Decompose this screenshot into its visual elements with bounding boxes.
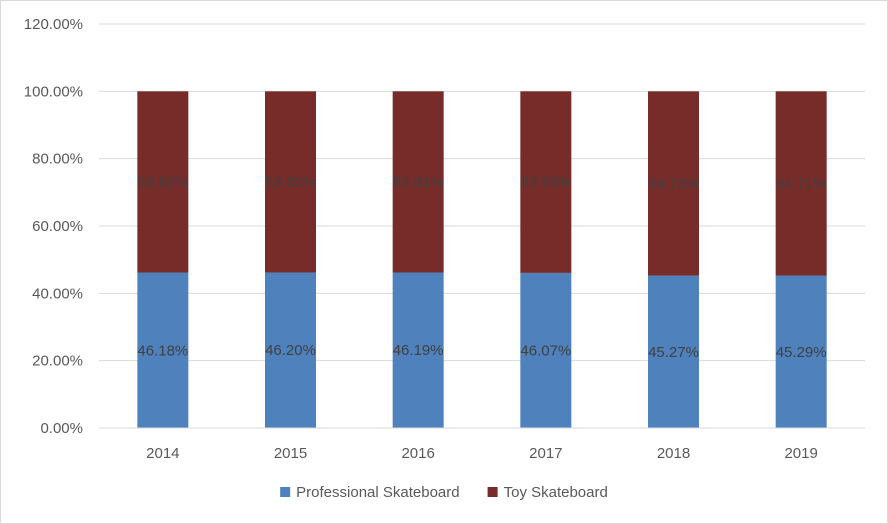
data-labels: 46.18% 53.82% 46.20% 53.80% 46.19% 53.81% 46.0… [137, 174, 826, 361]
bar-segment-professional [520, 272, 572, 428]
bar-segment-professional [775, 275, 827, 428]
y-tick-label: 120.00% [24, 16, 83, 33]
x-tick-label: 2019 [784, 445, 817, 462]
data-label: 53.93% [520, 174, 571, 191]
y-tick-label: 80.00% [32, 151, 83, 168]
legend-swatch [280, 487, 291, 497]
data-label: 46.20% [265, 342, 316, 359]
bar-segment-toy [775, 91, 827, 276]
data-label: 46.07% [520, 342, 571, 359]
x-tick-label: 2014 [146, 445, 179, 462]
data-label: 45.29% [776, 344, 827, 361]
x-tick-label: 2015 [274, 445, 307, 462]
data-label: 53.81% [393, 174, 444, 191]
bar-segment-toy [648, 91, 699, 276]
legend-item-professional: Professional Skateboard [280, 484, 460, 501]
x-tick-label: 2016 [401, 445, 434, 462]
legend-label: Toy Skateboard [504, 484, 608, 501]
bar-segment-professional [648, 275, 699, 428]
x-axis-tick-labels: 2014 2015 2016 2017 2018 2019 [146, 445, 818, 462]
data-label: 45.27% [648, 344, 699, 361]
data-label: 53.82% [137, 174, 188, 191]
legend-item-toy: Toy Skateboard [487, 484, 608, 501]
data-label: 46.19% [393, 342, 444, 359]
bar-segment-professional [265, 272, 316, 428]
y-tick-label: 0.00% [40, 420, 83, 437]
data-label: 53.80% [265, 174, 316, 191]
bar-segment-toy [520, 91, 572, 273]
data-label: 54.73% [648, 175, 699, 192]
bar-segment-professional [392, 272, 444, 428]
bar-segment-professional [137, 272, 189, 428]
y-axis-tick-labels: 0.00% 20.00% 40.00% 60.00% 80.00% 100.00% 120.… [24, 16, 83, 437]
legend-label: Professional Skateboard [296, 484, 459, 501]
x-tick-label: 2017 [529, 445, 562, 462]
gridlines [99, 23, 865, 362]
bar-segment-toy [137, 91, 189, 273]
y-tick-label: 20.00% [32, 353, 83, 370]
y-tick-label: 100.00% [24, 83, 83, 100]
legend-swatch [487, 487, 498, 497]
bar-segment-toy [392, 91, 444, 273]
bars [137, 91, 827, 428]
data-label: 54.71% [776, 175, 827, 192]
legend: Professional Skateboard Toy Skateboard [280, 484, 608, 501]
x-tick-label: 2018 [657, 445, 690, 462]
y-tick-label: 40.00% [32, 285, 83, 302]
bar-segment-toy [265, 91, 316, 273]
y-tick-label: 60.00% [32, 218, 83, 235]
data-label: 46.18% [137, 342, 188, 359]
